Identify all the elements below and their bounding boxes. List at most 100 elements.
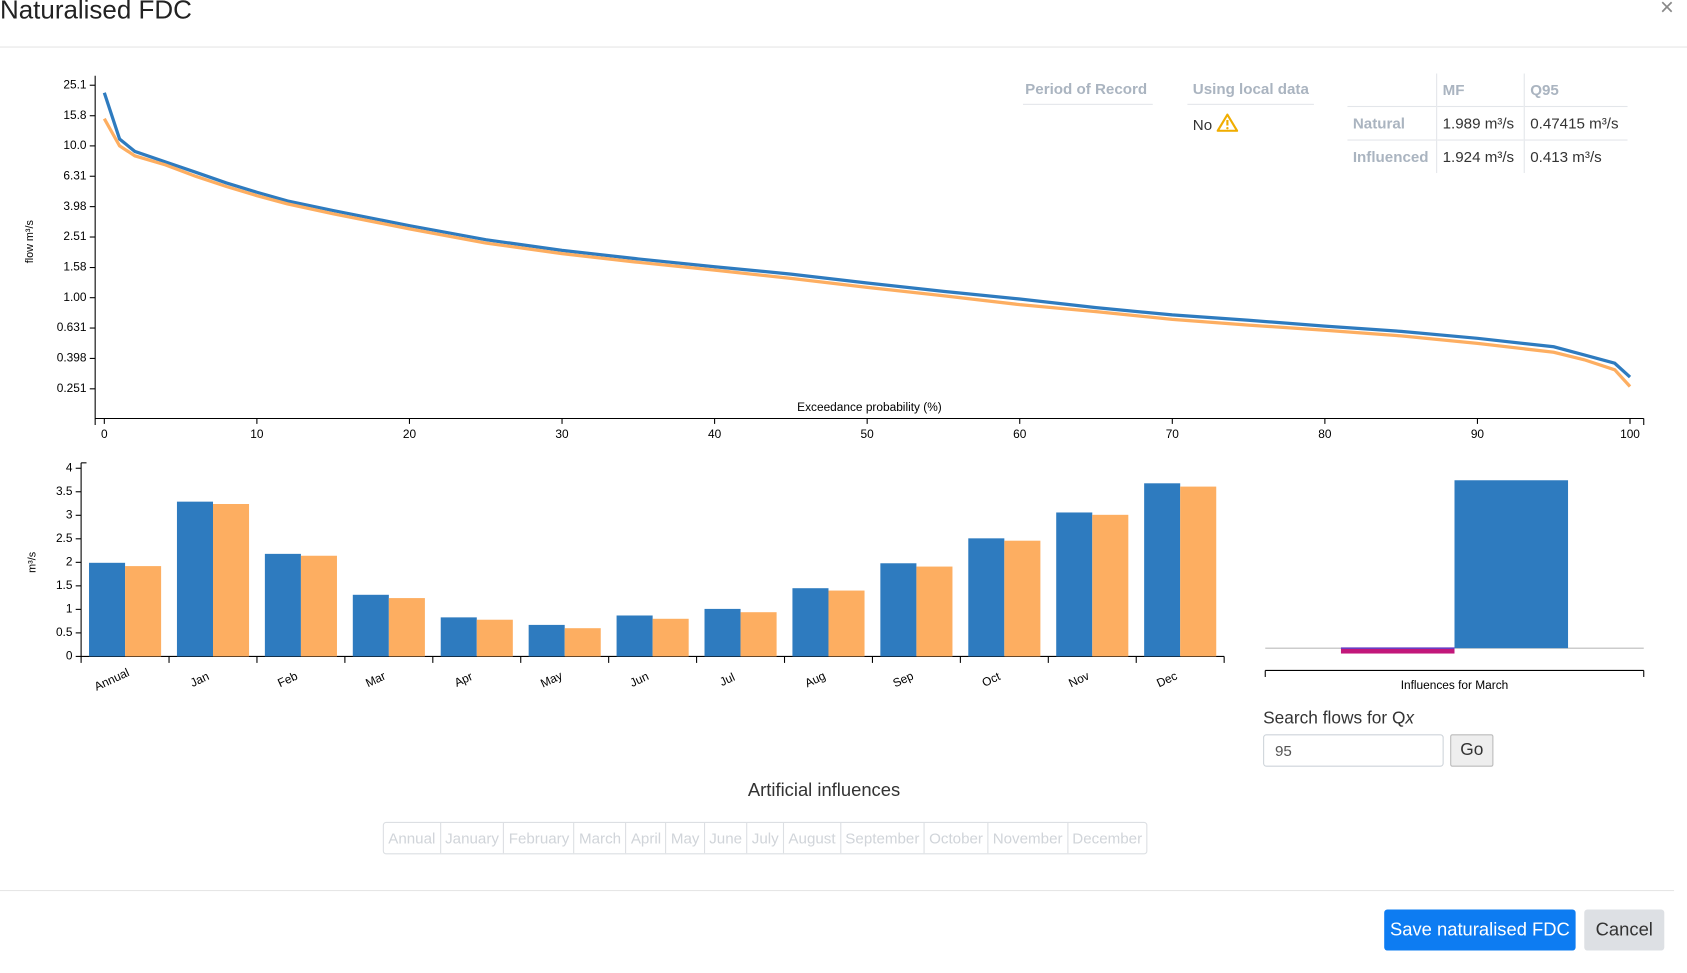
x-tick-label: Oct [980,669,1003,690]
y-tick-label: 10.0 [63,138,87,152]
x-tick-label: Nov [1066,669,1091,691]
cell: 0.47415 m³/s [1523,105,1628,141]
x-tick-label: Apr [452,669,475,690]
y-tick-label: 1 [66,602,73,616]
y-tick-label: 4 [66,460,73,474]
y-tick-label: 15.8 [63,108,87,122]
month-tab[interactable]: July [746,822,783,854]
local-value-cell: No [1193,112,1238,133]
x-tick-label: Dec [1154,669,1179,691]
cancel-button[interactable]: Cancel [1584,909,1665,951]
row: Influenced 1.924 m³/s 0.413 m³/s [1347,139,1628,174]
bar [792,588,829,657]
bar [388,598,425,657]
y-tick-label: 3 [66,507,73,521]
warning-icon [1216,113,1238,132]
month-tab[interactable]: October [923,822,988,854]
bar [616,615,653,657]
x-tick-label: 0 [101,427,108,441]
search-input[interactable] [1263,734,1444,767]
month-tab[interactable]: January [439,822,504,854]
y-tick-label: 0 [66,649,73,663]
search-label-text: Search flows for Q [1263,709,1406,728]
month-tab[interactable]: April [625,822,665,854]
line-series [102,117,1632,388]
bar [212,504,250,657]
x-tick-label: 20 [403,427,417,441]
modal-title: Naturalised FDC [0,0,192,25]
bar [968,538,1005,657]
month-tab[interactable]: February [503,822,573,854]
table-header: Period of Record [1023,80,1153,105]
y-tick-label: 1.00 [63,290,87,304]
month-tab[interactable]: March [573,822,626,854]
cell: 0.413 m³/s [1523,139,1628,174]
x-tick-label: 60 [1013,427,1027,441]
x-axis-label: Influences for March [1401,678,1509,692]
y-axis-label: flow m³/s [24,220,36,264]
divider [0,46,1687,48]
month-tab[interactable]: Annual [388,829,436,847]
search-variable: x [1405,709,1415,728]
save-button[interactable]: Save naturalised FDC [1384,909,1576,951]
x-tick-label: 100 [1620,427,1640,441]
x-tick-label: 50 [861,427,875,441]
bar [1340,648,1455,654]
x-tick-label: Feb [275,669,300,691]
bar [352,594,389,657]
header-row: MF Q95 [1347,73,1628,107]
x-tick-label: Annual [92,665,131,693]
x-tick-label: 80 [1318,427,1332,441]
y-tick-label: 2.51 [63,229,87,243]
x-tick-label: 90 [1471,427,1485,441]
bar [564,628,601,657]
divider [0,890,1675,892]
x-tick-label: Jun [628,669,651,690]
x-tick-label: 40 [708,427,722,441]
x-tick-label: Aug [803,669,828,691]
y-tick-label: 6.31 [63,168,87,182]
column-header: Q95 [1523,73,1628,107]
y-tick-label: 3.5 [56,484,73,498]
x-axis-label: Exceedance probability (%) [797,400,942,414]
month-tab[interactable]: November [987,822,1067,854]
local-value: No [1192,115,1213,134]
y-tick-label: 1.58 [63,260,87,274]
month-tab[interactable]: May [665,822,703,854]
x-tick-label: Mar [363,669,387,690]
y-tick-label: 3.98 [63,199,87,213]
y-tick-label: 0.398 [57,351,87,365]
month-tab[interactable]: December [1066,822,1147,854]
x-tick-label: Jan [188,669,211,690]
y-tick-label: 2 [66,554,73,568]
bar [704,608,741,657]
bar [1144,483,1181,657]
tab-bar: Annual January February March April May June Ju… [382,821,1148,855]
x-tick-label: Jul [717,670,737,689]
search-label: Search flows for Qx [1263,709,1414,728]
month-tab[interactable]: June [703,822,747,854]
x-tick-label: Sep [891,668,916,690]
bar [89,562,126,657]
row-header: Natural [1347,105,1437,141]
bar [300,555,337,657]
bar [1056,512,1093,657]
close-button[interactable]: × [1659,0,1674,21]
table-header: Using local data [1187,80,1314,105]
go-button[interactable]: Go [1450,734,1494,767]
column-header: MF [1436,73,1525,107]
y-tick-label: 25.1 [63,77,87,91]
bar [828,590,865,657]
cell: 1.924 m³/s [1436,139,1525,174]
month-tab[interactable]: September [839,822,924,854]
bar [916,566,953,657]
local-header: Using local data [1192,80,1309,98]
month-tab[interactable]: August [783,822,840,854]
y-tick-label: 1.5 [56,578,73,592]
bar [125,566,162,657]
cell: 1.989 m³/s [1436,105,1525,141]
bar [528,624,565,657]
